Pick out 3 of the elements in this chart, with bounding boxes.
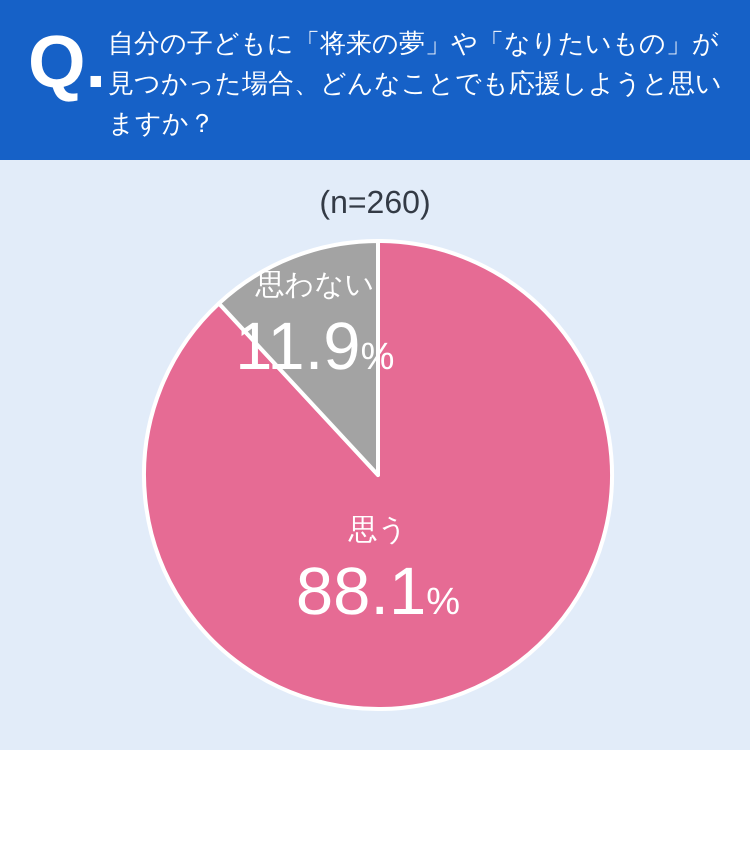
- title: 自分の子どもに「将来の夢」や「なりたいもの」が見つかった場合、どんなことでも応援しようと思いますか？: [108, 28, 723, 141]
- subtitle: (n=260): [319, 184, 431, 220]
- annotation: Q.: [28, 24, 106, 100]
